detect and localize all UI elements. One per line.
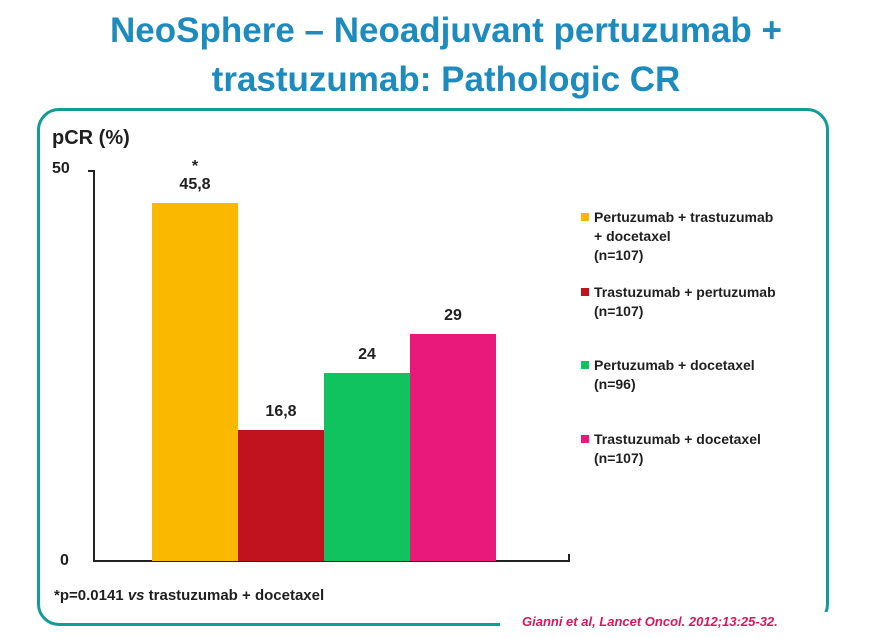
footnote-part-2: trastuzumab + docetaxel — [144, 587, 325, 604]
bar-4 — [410, 334, 496, 561]
legend-item-4-line-2: (n=107) — [594, 450, 644, 466]
legend-item-3-line-1: Pertuzumab + docetaxel — [594, 357, 755, 373]
slide-title: NeoSphere – Neoadjuvant pertuzumab + tra… — [0, 6, 892, 104]
citation: Gianni et al, Lancet Oncol. 2012;13:25-3… — [522, 614, 778, 629]
legend-item-2-line-1: Trastuzumab + pertuzumab — [594, 284, 776, 300]
x-axis-end-tick — [568, 554, 570, 562]
footnote-part-1: *p=0.0141 — [54, 587, 128, 604]
y-axis-line — [93, 170, 95, 562]
legend-swatch-4 — [581, 435, 589, 443]
bar-value-label-3: 24 — [358, 346, 376, 364]
significance-asterisk: * — [191, 157, 199, 175]
legend-item-4-line-1: Trastuzumab + docetaxel — [594, 431, 761, 447]
footnote: *p=0.0141 vs trastuzumab + docetaxel — [54, 587, 324, 604]
frame-gap — [500, 612, 840, 632]
y-axis-label: pCR (%) — [52, 127, 130, 149]
legend-swatch-3 — [581, 361, 589, 369]
bar-value-label-1: 45,8 — [179, 175, 211, 193]
bar-2 — [238, 429, 324, 561]
bar-1 — [152, 202, 238, 561]
y-tick-label-min: 0 — [60, 552, 69, 569]
bar-value-label-2: 16,8 — [265, 402, 297, 420]
bar-3 — [324, 373, 410, 561]
x-axis-line — [93, 560, 570, 562]
legend-item-1-line-3: (n=107) — [594, 247, 644, 263]
bar-value-label-4: 29 — [444, 307, 462, 325]
legend-swatch-1 — [581, 213, 589, 221]
chart-frame — [37, 108, 829, 626]
legend-item-3-line-2: (n=96) — [594, 376, 636, 392]
legend-item-1-line-1: Pertuzumab + trastuzumab — [594, 209, 774, 225]
legend-item-1-line-2: + docetaxel — [594, 228, 671, 244]
y-tick-mark-max — [88, 170, 94, 172]
footnote-vs: vs — [127, 587, 145, 604]
title-line-1: NeoSphere – Neoadjuvant pertuzumab + — [110, 11, 782, 50]
y-tick-label-max: 50 — [52, 160, 70, 177]
legend-swatch-2 — [581, 288, 589, 296]
title-line-2: trastuzumab: Pathologic CR — [211, 60, 681, 99]
legend-item-2-line-2: (n=107) — [594, 303, 644, 319]
